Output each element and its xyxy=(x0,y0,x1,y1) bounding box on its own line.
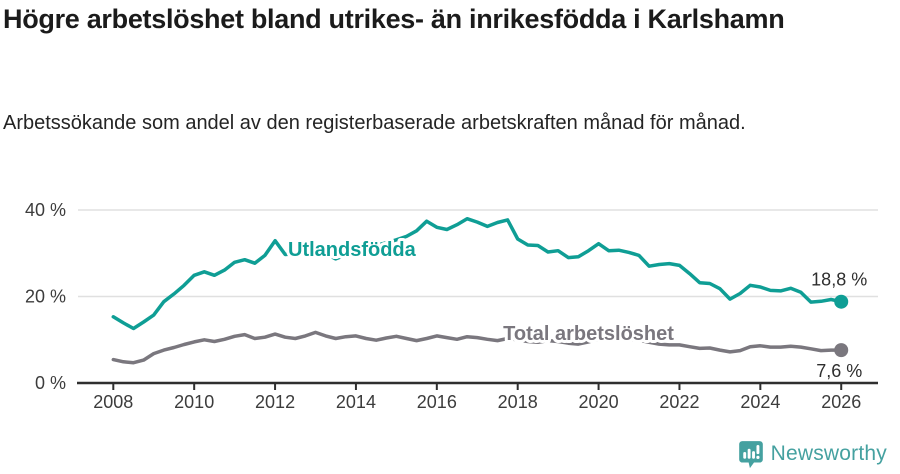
x-tick-label-2014: 2014 xyxy=(336,392,376,412)
x-tick-label-2008: 2008 xyxy=(93,392,133,412)
x-tick-label-2026: 2026 xyxy=(821,392,861,412)
x-tick-label-2020: 2020 xyxy=(579,392,619,412)
bar-chart-speech-bubble-icon xyxy=(738,440,763,468)
x-tick-label-2012: 2012 xyxy=(255,392,295,412)
x-tick-label-2016: 2016 xyxy=(417,392,457,412)
brand-name: Newsworthy xyxy=(770,442,887,465)
chart-title: Högre arbetslöshet bland utrikes- än inr… xyxy=(3,4,785,34)
series-line-total xyxy=(111,330,843,365)
series-line-utlandsfodda xyxy=(111,216,843,331)
x-tick-label-2018: 2018 xyxy=(498,392,538,412)
y-tick-label-0: 0 % xyxy=(35,373,66,393)
x-tick-label-2022: 2022 xyxy=(659,392,699,412)
y-tick-label-20: 20 % xyxy=(25,287,66,307)
series-label-utlandsfodda: Utlandsfödda xyxy=(288,239,417,261)
y-tick-label-40: 40 % xyxy=(25,200,66,220)
x-tick-label-2010: 2010 xyxy=(174,392,214,412)
end-value-label-total: 7,6 % xyxy=(816,361,862,381)
end-value-label-utlandsfodda: 18,8 % xyxy=(811,270,867,290)
x-tick-label-2024: 2024 xyxy=(740,392,780,412)
chart-subtitle: Arbetssökande som andel av den registerb… xyxy=(3,112,746,134)
series-end-dot-total xyxy=(834,343,849,358)
series-end-dot-utlandsfodda xyxy=(834,294,849,309)
series-label-total: Total arbetslöshet xyxy=(503,323,674,345)
brand-footer: Newsworthy xyxy=(738,438,887,470)
